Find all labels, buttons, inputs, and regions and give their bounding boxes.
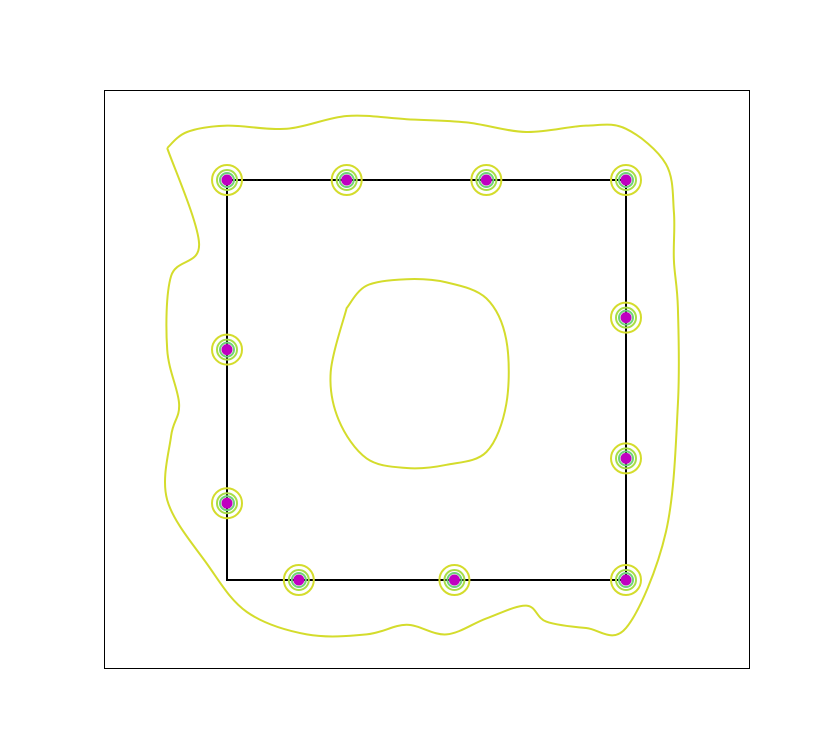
point-contour-mid xyxy=(443,569,466,591)
point-contour-mid xyxy=(216,492,238,515)
point-contour-inner xyxy=(219,172,235,188)
point-contour-inner xyxy=(219,341,235,358)
data-point xyxy=(221,174,233,186)
point-contour-outer xyxy=(211,487,243,520)
point-contour-outer xyxy=(211,164,243,196)
data-point xyxy=(341,174,353,186)
point-group xyxy=(330,164,363,196)
point-contour-inner xyxy=(618,172,634,188)
point-group xyxy=(438,564,471,596)
data-point xyxy=(480,174,492,186)
point-group xyxy=(282,564,315,596)
point-contour-mid xyxy=(475,169,498,191)
point-contour-inner xyxy=(446,572,463,588)
point-contour-inner xyxy=(618,450,634,467)
point-contour-inner xyxy=(618,572,634,588)
point-contour-mid xyxy=(287,569,310,591)
point-contour-outer xyxy=(282,564,315,596)
point-contour-outer xyxy=(330,164,363,196)
point-contour-outer xyxy=(438,564,471,596)
point-contour-outer xyxy=(470,164,503,196)
point-contour-mid xyxy=(216,338,238,361)
point-contour-inner xyxy=(338,172,355,188)
point-contour-mid xyxy=(335,169,358,191)
inner-contour-line xyxy=(329,278,510,470)
axes-frame xyxy=(104,90,750,669)
point-group xyxy=(610,301,642,334)
point-contour-outer xyxy=(610,164,642,196)
point-contour-mid xyxy=(615,569,637,591)
point-group xyxy=(211,487,243,520)
points-layer xyxy=(211,164,642,596)
data-point xyxy=(620,574,632,586)
point-contour-outer xyxy=(211,333,243,366)
data-point xyxy=(620,452,632,464)
point-contour-mid xyxy=(615,447,637,470)
data-point xyxy=(221,344,233,356)
data-point xyxy=(620,312,632,324)
point-contour-mid xyxy=(615,306,637,329)
point-contour-inner xyxy=(290,572,307,588)
data-point xyxy=(620,174,632,186)
point-contour-inner xyxy=(618,309,634,326)
point-contour-outer xyxy=(610,564,642,596)
point-group xyxy=(211,333,243,366)
data-point xyxy=(221,497,233,509)
contour-lines xyxy=(164,114,680,638)
point-group xyxy=(610,164,642,196)
point-contour-inner xyxy=(219,495,235,512)
point-contour-inner xyxy=(478,172,495,188)
outer-contour-line xyxy=(164,114,680,638)
point-contour-mid xyxy=(615,169,637,191)
point-group xyxy=(211,164,243,196)
point-contour-outer xyxy=(610,301,642,334)
point-group xyxy=(610,564,642,596)
point-contour-outer xyxy=(610,442,642,475)
point-contour-mid xyxy=(216,169,238,191)
point-group xyxy=(610,442,642,475)
point-group xyxy=(470,164,503,196)
data-point xyxy=(448,574,460,586)
data-point xyxy=(293,574,305,586)
